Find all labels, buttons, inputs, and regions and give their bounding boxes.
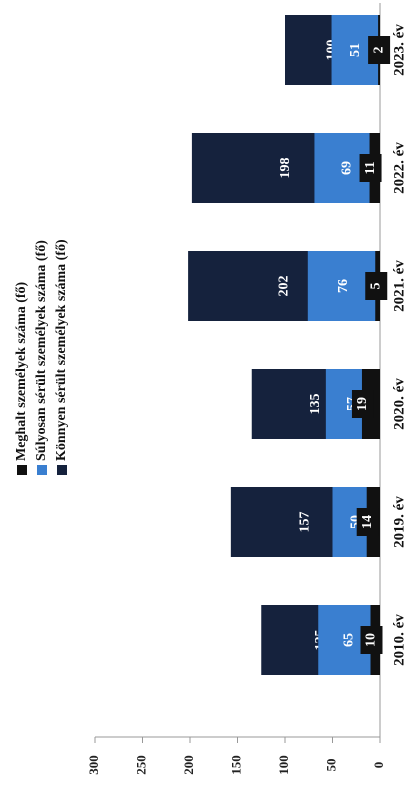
value-label: 76 <box>336 279 351 293</box>
value-label: 198 <box>278 158 293 179</box>
y-tick-label: 0 <box>371 762 386 769</box>
value-label: 14 <box>360 515 375 529</box>
y-tick-label: 200 <box>181 755 196 775</box>
value-label-box <box>351 390 374 418</box>
legend-label: Meghalt személyek száma (fő) <box>14 281 29 461</box>
value-label: 135 <box>308 394 323 415</box>
value-label: 202 <box>276 276 291 297</box>
value-label: 65 <box>341 633 356 647</box>
bar-segment <box>314 133 381 203</box>
x-tick-label: 2022. év <box>391 142 407 194</box>
value-label-box <box>359 154 382 182</box>
legend-label: Súlyosan sérült személyek száma (fő) <box>34 240 49 461</box>
y-tick-label: 250 <box>133 755 148 775</box>
y-tick-label: 150 <box>228 755 243 775</box>
x-tick-label: 2021. év <box>391 260 407 312</box>
x-tick-label: 2020. év <box>391 378 407 430</box>
value-label: 51 <box>348 43 363 57</box>
value-label: 5 <box>368 283 383 290</box>
value-label-box <box>368 36 391 64</box>
value-label-box <box>360 626 383 654</box>
value-label: 19 <box>355 397 370 411</box>
legend-swatch <box>37 465 47 475</box>
bar-segment <box>331 15 380 85</box>
bar-segment <box>307 251 380 321</box>
value-label-box <box>365 272 388 300</box>
y-tick-label: 50 <box>323 759 338 772</box>
y-tick-label: 300 <box>86 755 101 775</box>
value-label: 69 <box>339 161 354 175</box>
x-tick-label: 2023. év <box>391 24 407 76</box>
value-label-box <box>356 508 379 536</box>
value-label: 11 <box>363 161 378 174</box>
legend-label: Könnyen sérült személyek száma (fő) <box>54 239 69 461</box>
x-tick-label: 2010. év <box>391 614 407 666</box>
value-label: 2 <box>371 47 386 54</box>
legend-swatch <box>57 465 67 475</box>
bar-segment <box>318 605 380 675</box>
y-tick-label: 100 <box>276 755 291 775</box>
value-label: 10 <box>364 633 379 647</box>
legend-swatch <box>17 465 27 475</box>
x-tick-label: 2019. év <box>391 496 407 548</box>
value-label: 157 <box>298 512 313 533</box>
